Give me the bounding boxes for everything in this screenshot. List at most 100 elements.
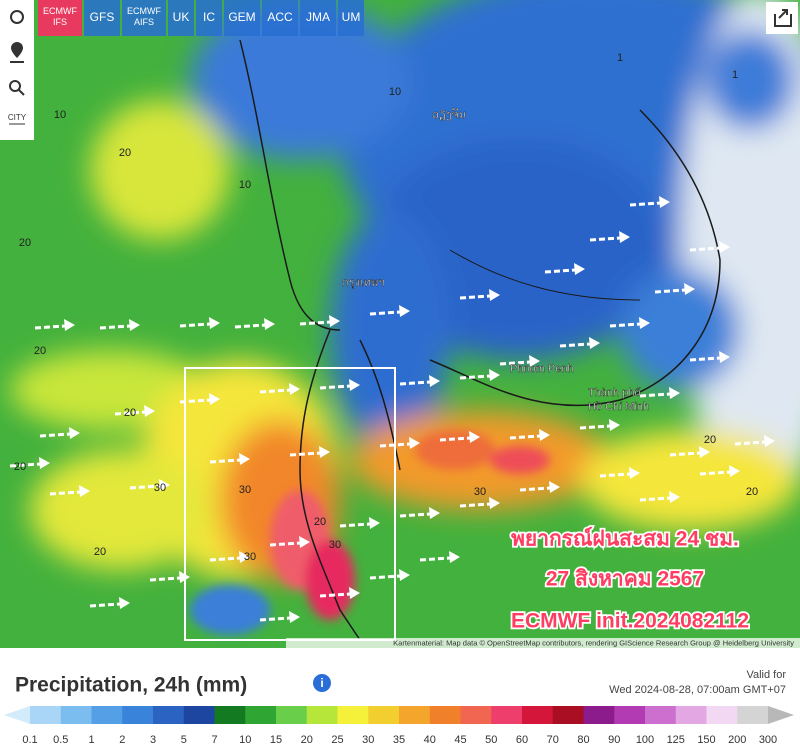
contour-label: 20 — [704, 434, 716, 446]
model-tab[interactable]: UM — [338, 0, 364, 36]
model-tab[interactable]: ECMWF AIFS — [122, 0, 166, 36]
model-tab[interactable]: ACC — [262, 0, 298, 36]
arrow-head — [239, 453, 250, 465]
share-button[interactable] — [766, 2, 798, 34]
contour-label: 30 — [154, 482, 166, 494]
legend-label: 25 — [331, 734, 343, 746]
legend-swatch — [122, 706, 154, 724]
wind-arrow — [669, 446, 710, 458]
arrow-head — [529, 355, 540, 367]
contour-label: 30 — [329, 539, 341, 551]
legend-label: 125 — [667, 734, 685, 746]
arrow-head — [719, 241, 730, 253]
arrow-shaft — [599, 472, 631, 478]
arrow-head — [619, 231, 630, 243]
model-tab[interactable]: IC — [196, 0, 222, 36]
arrow-head — [489, 289, 500, 301]
arrow-shaft — [579, 424, 611, 430]
zoom-button[interactable] — [9, 80, 25, 96]
wind-arrow — [259, 611, 300, 623]
model-tab[interactable]: GEM — [224, 0, 260, 36]
footer-bg — [0, 648, 800, 747]
legend-label: 50 — [485, 734, 497, 746]
contour-label: 10 — [54, 109, 66, 121]
legend-label: 80 — [577, 734, 589, 746]
arrow-head — [369, 517, 380, 529]
contour-label: 10 — [239, 179, 251, 191]
wind-arrow — [209, 453, 250, 465]
arrow-head — [539, 429, 550, 441]
wind-arrow — [49, 485, 90, 497]
tab-label: IC — [203, 10, 215, 24]
place-labels: ວຽງຈັນ กรุงเทพฯ Phnom Penh Thành phố Hồ … — [342, 108, 650, 414]
arrow-shaft — [179, 322, 211, 328]
arrow-head — [289, 383, 300, 395]
legend-swatch — [429, 706, 461, 724]
attribution-bg — [286, 638, 800, 648]
legend-end — [768, 706, 794, 724]
model-tab[interactable]: JMA — [300, 0, 336, 36]
arrow-shaft — [209, 458, 241, 464]
legend-label: 0.5 — [53, 734, 68, 746]
location-button[interactable] — [10, 42, 24, 63]
wind-arrow — [369, 569, 410, 581]
arrow-head — [659, 196, 670, 208]
contour-label: 20 — [94, 546, 106, 558]
model-tab[interactable]: UK — [168, 0, 194, 36]
info-button[interactable]: i — [313, 674, 331, 692]
legend-label: 15 — [270, 734, 282, 746]
arrow-head — [669, 491, 680, 503]
wind-arrow — [629, 196, 670, 208]
arrow-shaft — [419, 556, 451, 562]
legend-label: 150 — [697, 734, 715, 746]
legend-swatch — [214, 706, 246, 724]
wind-arrow — [689, 241, 730, 253]
arrow-head — [144, 405, 155, 417]
arrow-head — [159, 479, 170, 491]
contour-label: 20 — [14, 461, 26, 473]
tab-bg — [224, 0, 260, 36]
arrow-head — [64, 319, 75, 331]
arrow-head — [429, 375, 440, 387]
arrow-shaft — [179, 398, 211, 404]
contour-label: 30 — [239, 484, 251, 496]
refresh-button[interactable] — [10, 10, 24, 24]
legend-label: 200 — [728, 734, 746, 746]
arrow-shaft — [639, 392, 671, 398]
svg-text:i: i — [320, 676, 323, 690]
legend-swatch — [645, 706, 677, 724]
model-tab[interactable]: GFS — [84, 0, 120, 36]
wind-arrow — [459, 497, 500, 509]
wind-arrow — [369, 305, 410, 317]
wind-arrow — [39, 427, 80, 439]
arrow-shaft — [699, 470, 731, 476]
arrow-shaft — [499, 360, 531, 366]
arrow-shaft — [369, 310, 401, 316]
wind-arrow — [289, 446, 330, 458]
tab-bg — [338, 0, 364, 36]
arrow-shaft — [509, 434, 541, 440]
wind-arrow — [654, 283, 695, 295]
arrow-head — [429, 507, 440, 519]
city-button[interactable]: CITY — [8, 113, 27, 122]
place-label: Hồ Chí Minh — [588, 401, 649, 413]
valid-time: Wed 2024-08-28, 07:00am GMT+07 — [609, 684, 786, 696]
wind-arrow — [419, 551, 460, 563]
legend-label: 0.1 — [22, 734, 37, 746]
arrow-shaft — [149, 576, 181, 582]
tab-label: JMA — [306, 10, 330, 24]
legend-swatch — [522, 706, 554, 724]
legend-label: 40 — [424, 734, 436, 746]
contour-label: 10 — [389, 86, 401, 98]
model-tab[interactable]: ECMWF IFS — [38, 0, 82, 36]
place-label: กรุงเทพฯ — [342, 277, 384, 289]
wind-arrow — [114, 405, 155, 417]
legend-swatch — [614, 706, 646, 724]
wind-arrows — [9, 196, 775, 623]
arrow-shaft — [654, 288, 686, 294]
contour-label: 1 — [617, 52, 623, 64]
arrow-shaft — [234, 323, 266, 329]
tab-bg — [262, 0, 298, 36]
legend-swatch — [276, 706, 308, 724]
